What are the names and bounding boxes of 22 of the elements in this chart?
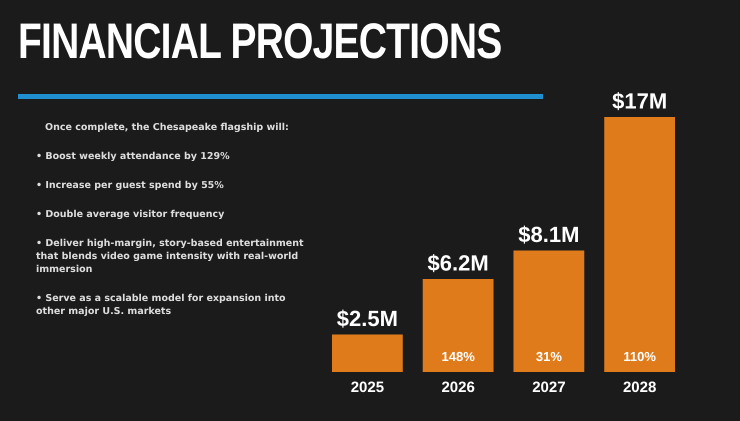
- data-label: $8.1M: [518, 222, 580, 247]
- data-label: $6.2M: [428, 250, 489, 276]
- annotation: 110%: [623, 349, 656, 364]
- text: • Double average visitor frequency: [36, 208, 226, 221]
- bar: [332, 334, 403, 372]
- x-tick-label: 2028: [622, 379, 656, 396]
- bar: [604, 117, 676, 372]
- data-label: $2.5M: [336, 306, 398, 331]
- text: • Boost weekly attendance by 129%: [36, 150, 231, 163]
- x-tick-label: 2025: [350, 379, 384, 396]
- text: Once complete, the Chesapeake flagship will:: [45, 122, 289, 133]
- text: • Increase per guest spend by 55%: [36, 179, 225, 192]
- chart-title: FINANCIAL PROJECTIONS: [18, 12, 502, 70]
- bar: [422, 279, 494, 372]
- annotation: 148%: [442, 349, 476, 364]
- x-tick-label: 2027: [532, 379, 566, 396]
- annotation: 31%: [536, 349, 562, 364]
- x-tick-label: 2026: [441, 379, 475, 396]
- bar: [513, 250, 584, 372]
- text: • Serve as a scalable model for expansion into other major U.S. markets: [36, 292, 287, 318]
- data-label: $17M: [612, 88, 668, 114]
- text: • Deliver high-margin, story-based entertainment that blends video game intensity with real-world immersion: [36, 237, 305, 276]
